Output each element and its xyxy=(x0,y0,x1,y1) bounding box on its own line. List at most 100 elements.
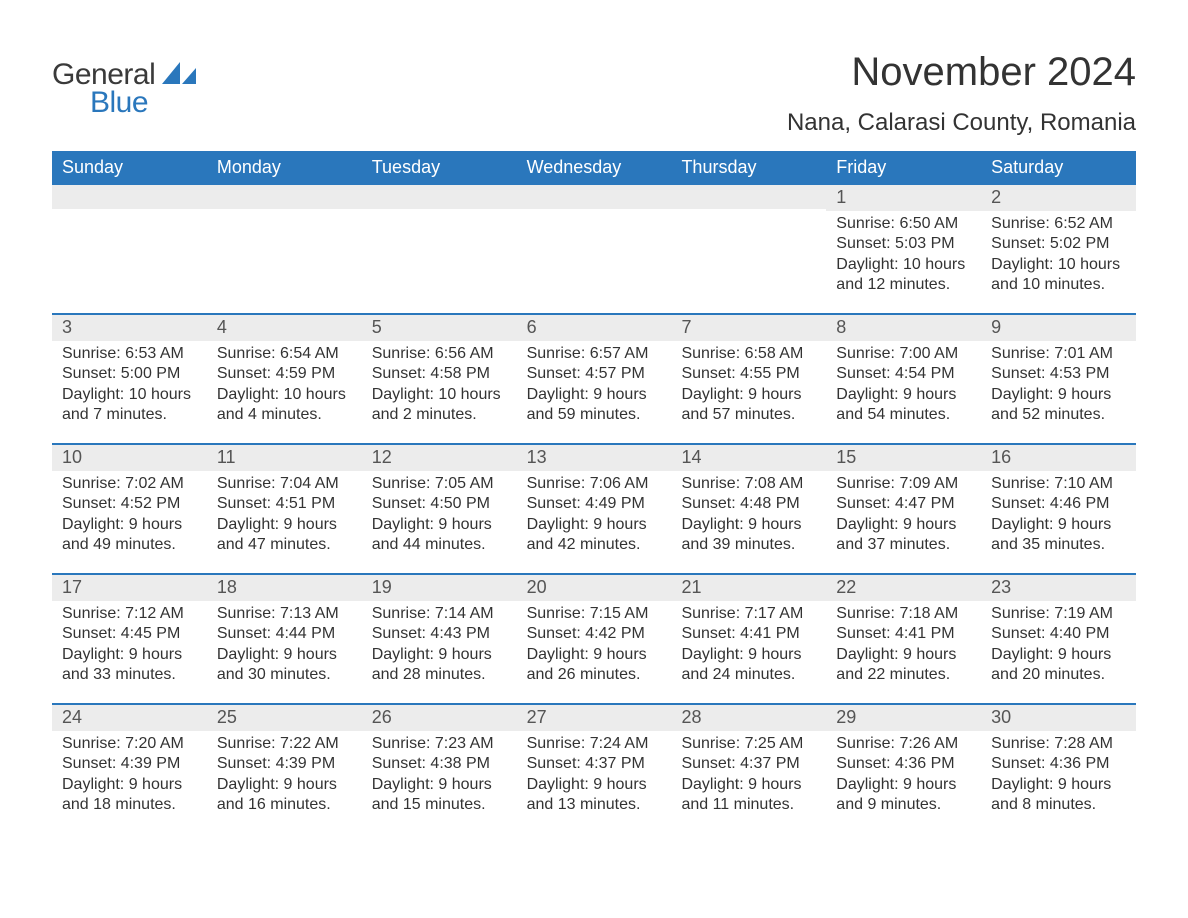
calendar-day: 23Sunrise: 7:19 AMSunset: 4:40 PMDayligh… xyxy=(981,575,1136,703)
calendar-day-empty xyxy=(517,185,672,313)
day-details: Sunrise: 7:15 AMSunset: 4:42 PMDaylight:… xyxy=(517,601,672,686)
day-details: Sunrise: 7:00 AMSunset: 4:54 PMDaylight:… xyxy=(826,341,981,426)
daylight-text: Daylight: 10 hours and 2 minutes. xyxy=(372,385,507,426)
calendar-day-empty xyxy=(207,185,362,313)
day-number: 22 xyxy=(826,575,981,601)
day-number: 17 xyxy=(52,575,207,601)
calendar-day: 24Sunrise: 7:20 AMSunset: 4:39 PMDayligh… xyxy=(52,705,207,833)
day-number: 14 xyxy=(671,445,826,471)
weekday-header: Friday xyxy=(826,151,981,185)
sunrise-text: Sunrise: 6:52 AM xyxy=(991,214,1126,234)
daylight-text: Daylight: 9 hours and 42 minutes. xyxy=(527,515,662,556)
daylight-text: Daylight: 9 hours and 16 minutes. xyxy=(217,775,352,816)
sunset-text: Sunset: 4:38 PM xyxy=(372,754,507,774)
month-title: November 2024 xyxy=(787,50,1136,95)
daylight-text: Daylight: 10 hours and 10 minutes. xyxy=(991,255,1126,296)
calendar-day: 16Sunrise: 7:10 AMSunset: 4:46 PMDayligh… xyxy=(981,445,1136,573)
day-number: 10 xyxy=(52,445,207,471)
day-details: Sunrise: 7:13 AMSunset: 4:44 PMDaylight:… xyxy=(207,601,362,686)
day-details: Sunrise: 7:10 AMSunset: 4:46 PMDaylight:… xyxy=(981,471,1136,556)
daylight-text: Daylight: 10 hours and 7 minutes. xyxy=(62,385,197,426)
calendar-day: 30Sunrise: 7:28 AMSunset: 4:36 PMDayligh… xyxy=(981,705,1136,833)
sunset-text: Sunset: 4:41 PM xyxy=(681,624,816,644)
calendar-day: 4Sunrise: 6:54 AMSunset: 4:59 PMDaylight… xyxy=(207,315,362,443)
sunset-text: Sunset: 4:51 PM xyxy=(217,494,352,514)
day-details: Sunrise: 7:26 AMSunset: 4:36 PMDaylight:… xyxy=(826,731,981,816)
calendar-day: 18Sunrise: 7:13 AMSunset: 4:44 PMDayligh… xyxy=(207,575,362,703)
weekday-header: Tuesday xyxy=(362,151,517,185)
day-details: Sunrise: 7:05 AMSunset: 4:50 PMDaylight:… xyxy=(362,471,517,556)
sunset-text: Sunset: 4:53 PM xyxy=(991,364,1126,384)
sunset-text: Sunset: 4:54 PM xyxy=(836,364,971,384)
sunrise-text: Sunrise: 7:09 AM xyxy=(836,474,971,494)
sunrise-text: Sunrise: 7:19 AM xyxy=(991,604,1126,624)
sunrise-text: Sunrise: 7:14 AM xyxy=(372,604,507,624)
sunset-text: Sunset: 5:03 PM xyxy=(836,234,971,254)
sunrise-text: Sunrise: 7:22 AM xyxy=(217,734,352,754)
daylight-text: Daylight: 10 hours and 4 minutes. xyxy=(217,385,352,426)
sunset-text: Sunset: 4:50 PM xyxy=(372,494,507,514)
weekday-header: Saturday xyxy=(981,151,1136,185)
sunset-text: Sunset: 4:37 PM xyxy=(681,754,816,774)
day-number xyxy=(671,185,826,209)
calendar-day-empty xyxy=(671,185,826,313)
daylight-text: Daylight: 9 hours and 13 minutes. xyxy=(527,775,662,816)
daylight-text: Daylight: 9 hours and 59 minutes. xyxy=(527,385,662,426)
sunrise-text: Sunrise: 6:58 AM xyxy=(681,344,816,364)
day-number: 8 xyxy=(826,315,981,341)
sunrise-text: Sunrise: 7:12 AM xyxy=(62,604,197,624)
sunset-text: Sunset: 4:42 PM xyxy=(527,624,662,644)
day-details: Sunrise: 7:22 AMSunset: 4:39 PMDaylight:… xyxy=(207,731,362,816)
sunrise-text: Sunrise: 7:08 AM xyxy=(681,474,816,494)
calendar-day: 26Sunrise: 7:23 AMSunset: 4:38 PMDayligh… xyxy=(362,705,517,833)
weekday-header: Sunday xyxy=(52,151,207,185)
sunrise-text: Sunrise: 7:01 AM xyxy=(991,344,1126,364)
brand-text: General Blue xyxy=(52,58,198,120)
day-details: Sunrise: 7:01 AMSunset: 4:53 PMDaylight:… xyxy=(981,341,1136,426)
sunrise-text: Sunrise: 7:00 AM xyxy=(836,344,971,364)
day-details: Sunrise: 7:08 AMSunset: 4:48 PMDaylight:… xyxy=(671,471,826,556)
sunset-text: Sunset: 4:57 PM xyxy=(527,364,662,384)
daylight-text: Daylight: 9 hours and 35 minutes. xyxy=(991,515,1126,556)
day-details: Sunrise: 6:52 AMSunset: 5:02 PMDaylight:… xyxy=(981,211,1136,296)
day-number: 18 xyxy=(207,575,362,601)
day-number: 16 xyxy=(981,445,1136,471)
daylight-text: Daylight: 9 hours and 24 minutes. xyxy=(681,645,816,686)
day-number: 27 xyxy=(517,705,672,731)
calendar-day-empty xyxy=(52,185,207,313)
day-number: 25 xyxy=(207,705,362,731)
day-number: 19 xyxy=(362,575,517,601)
sunrise-text: Sunrise: 7:17 AM xyxy=(681,604,816,624)
sail-icon xyxy=(162,62,198,89)
day-details: Sunrise: 6:56 AMSunset: 4:58 PMDaylight:… xyxy=(362,341,517,426)
calendar-day: 19Sunrise: 7:14 AMSunset: 4:43 PMDayligh… xyxy=(362,575,517,703)
daylight-text: Daylight: 9 hours and 8 minutes. xyxy=(991,775,1126,816)
day-number: 20 xyxy=(517,575,672,601)
sunset-text: Sunset: 4:49 PM xyxy=(527,494,662,514)
calendar-day: 8Sunrise: 7:00 AMSunset: 4:54 PMDaylight… xyxy=(826,315,981,443)
header-block: General Blue November 2024 Nana, Calaras… xyxy=(52,50,1136,137)
weekday-header-row: SundayMondayTuesdayWednesdayThursdayFrid… xyxy=(52,151,1136,185)
daylight-text: Daylight: 9 hours and 30 minutes. xyxy=(217,645,352,686)
calendar-day: 5Sunrise: 6:56 AMSunset: 4:58 PMDaylight… xyxy=(362,315,517,443)
day-number: 26 xyxy=(362,705,517,731)
calendar-day: 7Sunrise: 6:58 AMSunset: 4:55 PMDaylight… xyxy=(671,315,826,443)
day-details: Sunrise: 6:57 AMSunset: 4:57 PMDaylight:… xyxy=(517,341,672,426)
day-number: 9 xyxy=(981,315,1136,341)
sunset-text: Sunset: 4:59 PM xyxy=(217,364,352,384)
calendar-week: 10Sunrise: 7:02 AMSunset: 4:52 PMDayligh… xyxy=(52,443,1136,573)
calendar-day: 13Sunrise: 7:06 AMSunset: 4:49 PMDayligh… xyxy=(517,445,672,573)
calendar-day-empty xyxy=(362,185,517,313)
weekday-header: Monday xyxy=(207,151,362,185)
day-details: Sunrise: 6:53 AMSunset: 5:00 PMDaylight:… xyxy=(52,341,207,426)
day-details: Sunrise: 7:28 AMSunset: 4:36 PMDaylight:… xyxy=(981,731,1136,816)
day-number: 5 xyxy=(362,315,517,341)
daylight-text: Daylight: 9 hours and 20 minutes. xyxy=(991,645,1126,686)
day-details: Sunrise: 7:18 AMSunset: 4:41 PMDaylight:… xyxy=(826,601,981,686)
calendar-day: 2Sunrise: 6:52 AMSunset: 5:02 PMDaylight… xyxy=(981,185,1136,313)
sunset-text: Sunset: 4:52 PM xyxy=(62,494,197,514)
sunset-text: Sunset: 4:41 PM xyxy=(836,624,971,644)
sunset-text: Sunset: 4:36 PM xyxy=(836,754,971,774)
daylight-text: Daylight: 9 hours and 37 minutes. xyxy=(836,515,971,556)
day-details: Sunrise: 7:19 AMSunset: 4:40 PMDaylight:… xyxy=(981,601,1136,686)
